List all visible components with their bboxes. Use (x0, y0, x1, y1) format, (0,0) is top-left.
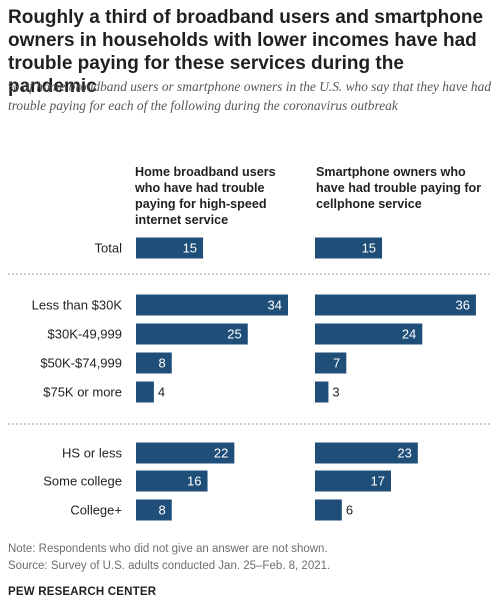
data-label: 16 (187, 474, 201, 489)
bar (315, 237, 383, 259)
data-label: 8 (159, 356, 166, 371)
data-label: 24 (402, 327, 416, 342)
pew-logo-text: PEW RESEARCH CENTER (8, 586, 157, 598)
data-label: 15 (183, 241, 197, 256)
bar (315, 381, 329, 403)
data-label: 36 (455, 298, 469, 313)
bar (315, 499, 342, 521)
data-label: 34 (268, 298, 282, 313)
bar (136, 323, 248, 345)
category-label: College+ (70, 503, 122, 518)
chart-title: Roughly a third of broadband users and s… (8, 7, 484, 97)
category-label: HS or less (62, 446, 122, 461)
data-label: 25 (227, 327, 241, 342)
chart-source: Source: Survey of U.S. adults conducted … (8, 560, 331, 572)
chart-note: Note: Respondents who did not give an an… (8, 543, 328, 555)
category-label: Less than $30K (32, 298, 123, 313)
data-label: 15 (362, 241, 376, 256)
category-label: Some college (43, 474, 122, 489)
bar (315, 442, 418, 464)
data-label: 17 (371, 474, 385, 489)
bar (136, 237, 204, 259)
data-label: 6 (346, 503, 353, 518)
bar (136, 352, 172, 374)
bar (136, 499, 172, 521)
category-label: $50K-$74,999 (40, 356, 122, 371)
bar (315, 294, 476, 316)
series-1-heading: Home broadband users who have had troubl… (135, 164, 300, 228)
data-label: 22 (214, 446, 228, 461)
bar (315, 352, 347, 374)
bar (315, 323, 423, 345)
series-1-name: Home broadband users who have had troubl… (135, 165, 276, 227)
data-label: 7 (333, 356, 340, 371)
category-label: $30K-49,999 (48, 327, 122, 342)
series-2-heading: Smartphone owners who have had trouble p… (316, 164, 486, 212)
bar (136, 294, 288, 316)
data-label: 4 (158, 385, 165, 400)
category-label: Total (95, 241, 123, 256)
bar (136, 381, 154, 403)
category-label: $75K or more (43, 385, 122, 400)
bar (136, 442, 235, 464)
data-label: 23 (397, 446, 411, 461)
data-label: 3 (332, 385, 339, 400)
bar (136, 470, 208, 492)
series-2-name: Smartphone owners who have had trouble p… (316, 165, 482, 211)
chart-subtitle: % of home broadband users or smartphone … (8, 79, 492, 113)
data-label: 8 (159, 503, 166, 518)
bar (315, 470, 391, 492)
